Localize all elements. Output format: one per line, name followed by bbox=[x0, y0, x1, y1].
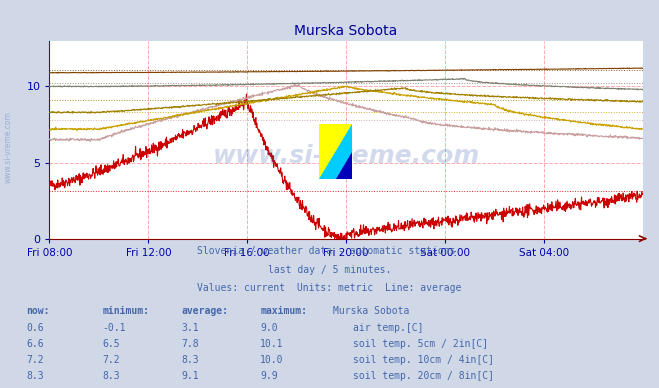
Text: 10.0: 10.0 bbox=[260, 355, 284, 365]
Text: average:: average: bbox=[181, 306, 228, 316]
Text: 6.5: 6.5 bbox=[102, 339, 120, 349]
Text: 6.6: 6.6 bbox=[26, 339, 44, 349]
Text: soil temp. 5cm / 2in[C]: soil temp. 5cm / 2in[C] bbox=[353, 339, 488, 349]
Polygon shape bbox=[335, 152, 352, 179]
Text: air temp.[C]: air temp.[C] bbox=[353, 322, 423, 333]
Text: Murska Sobota: Murska Sobota bbox=[333, 306, 409, 316]
Text: 9.1: 9.1 bbox=[181, 371, 199, 381]
Text: now:: now: bbox=[26, 306, 50, 316]
Text: soil temp. 10cm / 4in[C]: soil temp. 10cm / 4in[C] bbox=[353, 355, 494, 365]
Text: maximum:: maximum: bbox=[260, 306, 307, 316]
Polygon shape bbox=[320, 124, 352, 179]
Text: www.si-vreme.com: www.si-vreme.com bbox=[3, 111, 13, 184]
Title: Murska Sobota: Murska Sobota bbox=[295, 24, 397, 38]
Text: soil temp. 20cm / 8in[C]: soil temp. 20cm / 8in[C] bbox=[353, 371, 494, 381]
Text: 10.1: 10.1 bbox=[260, 339, 284, 349]
Text: minimum:: minimum: bbox=[102, 306, 149, 316]
Text: 8.3: 8.3 bbox=[102, 371, 120, 381]
Text: www.si-vreme.com: www.si-vreme.com bbox=[212, 144, 480, 168]
Text: 0.6: 0.6 bbox=[26, 322, 44, 333]
Text: last day / 5 minutes.: last day / 5 minutes. bbox=[268, 265, 391, 275]
Text: -0.1: -0.1 bbox=[102, 322, 126, 333]
Text: 7.8: 7.8 bbox=[181, 339, 199, 349]
Text: 9.0: 9.0 bbox=[260, 322, 278, 333]
Text: 7.2: 7.2 bbox=[102, 355, 120, 365]
Text: 9.9: 9.9 bbox=[260, 371, 278, 381]
Text: 8.3: 8.3 bbox=[181, 355, 199, 365]
Text: 7.2: 7.2 bbox=[26, 355, 44, 365]
Polygon shape bbox=[320, 124, 352, 179]
Text: 3.1: 3.1 bbox=[181, 322, 199, 333]
Text: Values: current  Units: metric  Line: average: Values: current Units: metric Line: aver… bbox=[197, 283, 462, 293]
Text: Slovenia / weather data - automatic stations.: Slovenia / weather data - automatic stat… bbox=[197, 246, 462, 256]
Text: 8.3: 8.3 bbox=[26, 371, 44, 381]
